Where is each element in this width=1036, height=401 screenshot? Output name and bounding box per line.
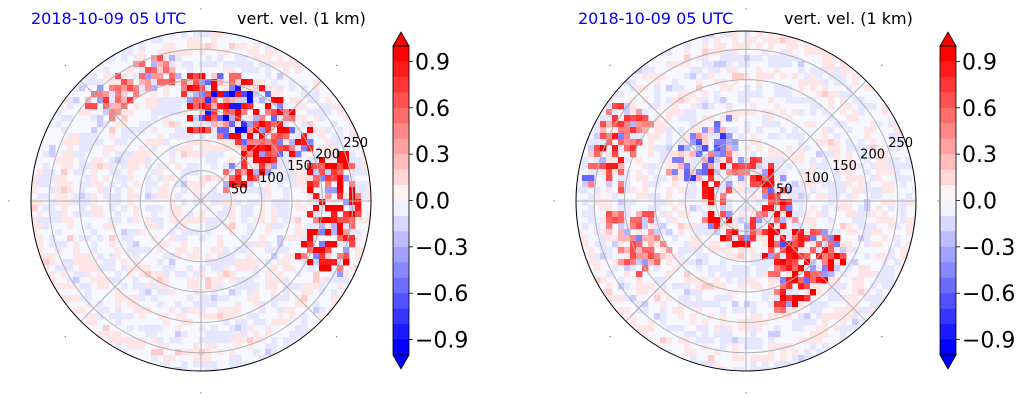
colorbar-level (940, 308, 956, 325)
colorbar-tick-label: −0.6 (415, 282, 468, 307)
colorbar-level (940, 277, 956, 294)
colorbar-level (393, 154, 409, 171)
colorbar-level (393, 308, 409, 325)
colorbar-extend-max (939, 31, 957, 47)
colorbar-level (393, 169, 409, 186)
colorbar-extend-max (392, 31, 410, 47)
colorbar-level (393, 61, 409, 78)
colorbar-level (393, 277, 409, 294)
angular-tick (609, 64, 611, 66)
colorbar-tick-label: 0.6 (962, 97, 997, 122)
colorbar-level (940, 185, 956, 201)
angular-tick (881, 336, 883, 338)
colorbar-tick-label: 0.0 (415, 190, 450, 215)
angular-tick (336, 336, 338, 338)
colorbar-tick-label: −0.3 (962, 236, 1015, 261)
radial-tick-label: 50 (231, 182, 248, 197)
colorbar-level (393, 200, 409, 217)
angular-tick (553, 200, 555, 202)
colorbar-extend-min (939, 354, 957, 370)
radial-tick-label: 100 (259, 171, 284, 186)
colorbar-tick-label: −0.3 (415, 236, 468, 261)
radial-tick-label: 150 (287, 159, 312, 174)
angular-tick (881, 64, 883, 66)
colorbar-level (940, 46, 956, 62)
colorbar-level (940, 262, 956, 279)
colorbar-level (940, 154, 956, 171)
angular-tick (745, 8, 747, 10)
colorbar-level (393, 185, 409, 201)
chart-panel-left: 2018-10-09 05 UTC vert. vel. (1 km) 50 10… (8, 8, 468, 394)
angular-tick (745, 392, 747, 394)
colorbar-tick-label: −0.9 (962, 329, 1015, 354)
polar-grid (31, 31, 371, 371)
radial-tick-label: 250 (343, 136, 368, 151)
chart-title-left: 2018-10-09 05 UTC (578, 9, 734, 28)
angular-tick (64, 336, 66, 338)
colorbar-level (940, 169, 956, 186)
colorbar-level (393, 76, 409, 93)
colorbar-level (393, 46, 409, 62)
colorbar-level (393, 339, 409, 356)
colorbar-level (393, 262, 409, 279)
colorbar-level (393, 107, 409, 124)
polar-spine (30, 30, 372, 372)
colorbar: −0.9 −0.6 −0.3 0.0 0.3 0.6 0.9 (392, 31, 468, 370)
colorbar-tick-label: 0.6 (415, 97, 450, 122)
colorbar-level (940, 215, 956, 232)
colorbar-level (940, 200, 956, 217)
colorbar-level (393, 231, 409, 248)
colorbar-level (940, 123, 956, 140)
colorbar-level (940, 246, 956, 263)
chart-title-left: 2018-10-09 05 UTC (31, 9, 187, 28)
colorbar-level (393, 324, 409, 341)
angular-tick (64, 64, 66, 66)
colorbar-level (940, 324, 956, 341)
colorbar-extend-min (392, 354, 410, 370)
chart-title-right: vert. vel. (1 km) (784, 9, 913, 28)
angular-tick (609, 336, 611, 338)
colorbar-level (940, 138, 956, 155)
colorbar-level (940, 61, 956, 78)
colorbar-tick-label: 0.3 (962, 143, 997, 168)
polar-grid (576, 31, 916, 371)
colorbar: −0.9 −0.6 −0.3 0.0 0.3 0.6 0.9 (939, 31, 1015, 370)
colorbar-tick-label: 0.9 (415, 50, 450, 75)
angular-tick (200, 392, 202, 394)
radial-tick-label: 50 (776, 182, 793, 197)
colorbar-tick-label: −0.6 (962, 282, 1015, 307)
chart-panel-right: 2018-10-09 05 UTC vert. vel. (1 km) 50 10… (548, 0, 1036, 401)
angular-tick (336, 64, 338, 66)
colorbar-level (940, 107, 956, 124)
colorbar-level (940, 339, 956, 356)
radial-tick-label: 150 (832, 159, 857, 174)
colorbar-level (393, 293, 409, 310)
colorbar-level (940, 293, 956, 310)
colorbar-tick-label: 0.0 (962, 190, 997, 215)
colorbar-tick-label: 0.9 (962, 50, 997, 75)
colorbar-tick-label: −0.9 (415, 329, 468, 354)
colorbar-level (940, 231, 956, 248)
chart-title-right: vert. vel. (1 km) (237, 9, 366, 28)
colorbar-level (393, 92, 409, 109)
angular-tick (200, 8, 202, 10)
colorbar-level (393, 123, 409, 140)
radial-tick-label: 200 (315, 148, 340, 163)
radial-tick-label: 250 (888, 136, 913, 151)
colorbar-level (393, 246, 409, 263)
angular-tick (937, 200, 939, 202)
colorbar-level (940, 92, 956, 109)
colorbar-level (940, 76, 956, 93)
radial-tick-label: 200 (860, 148, 885, 163)
colorbar-tick-label: 0.3 (415, 143, 450, 168)
colorbar-level (393, 138, 409, 155)
angular-tick (8, 200, 10, 202)
polar-spine (575, 30, 917, 372)
radial-tick-label: 100 (804, 171, 829, 186)
colorbar-level (393, 215, 409, 232)
